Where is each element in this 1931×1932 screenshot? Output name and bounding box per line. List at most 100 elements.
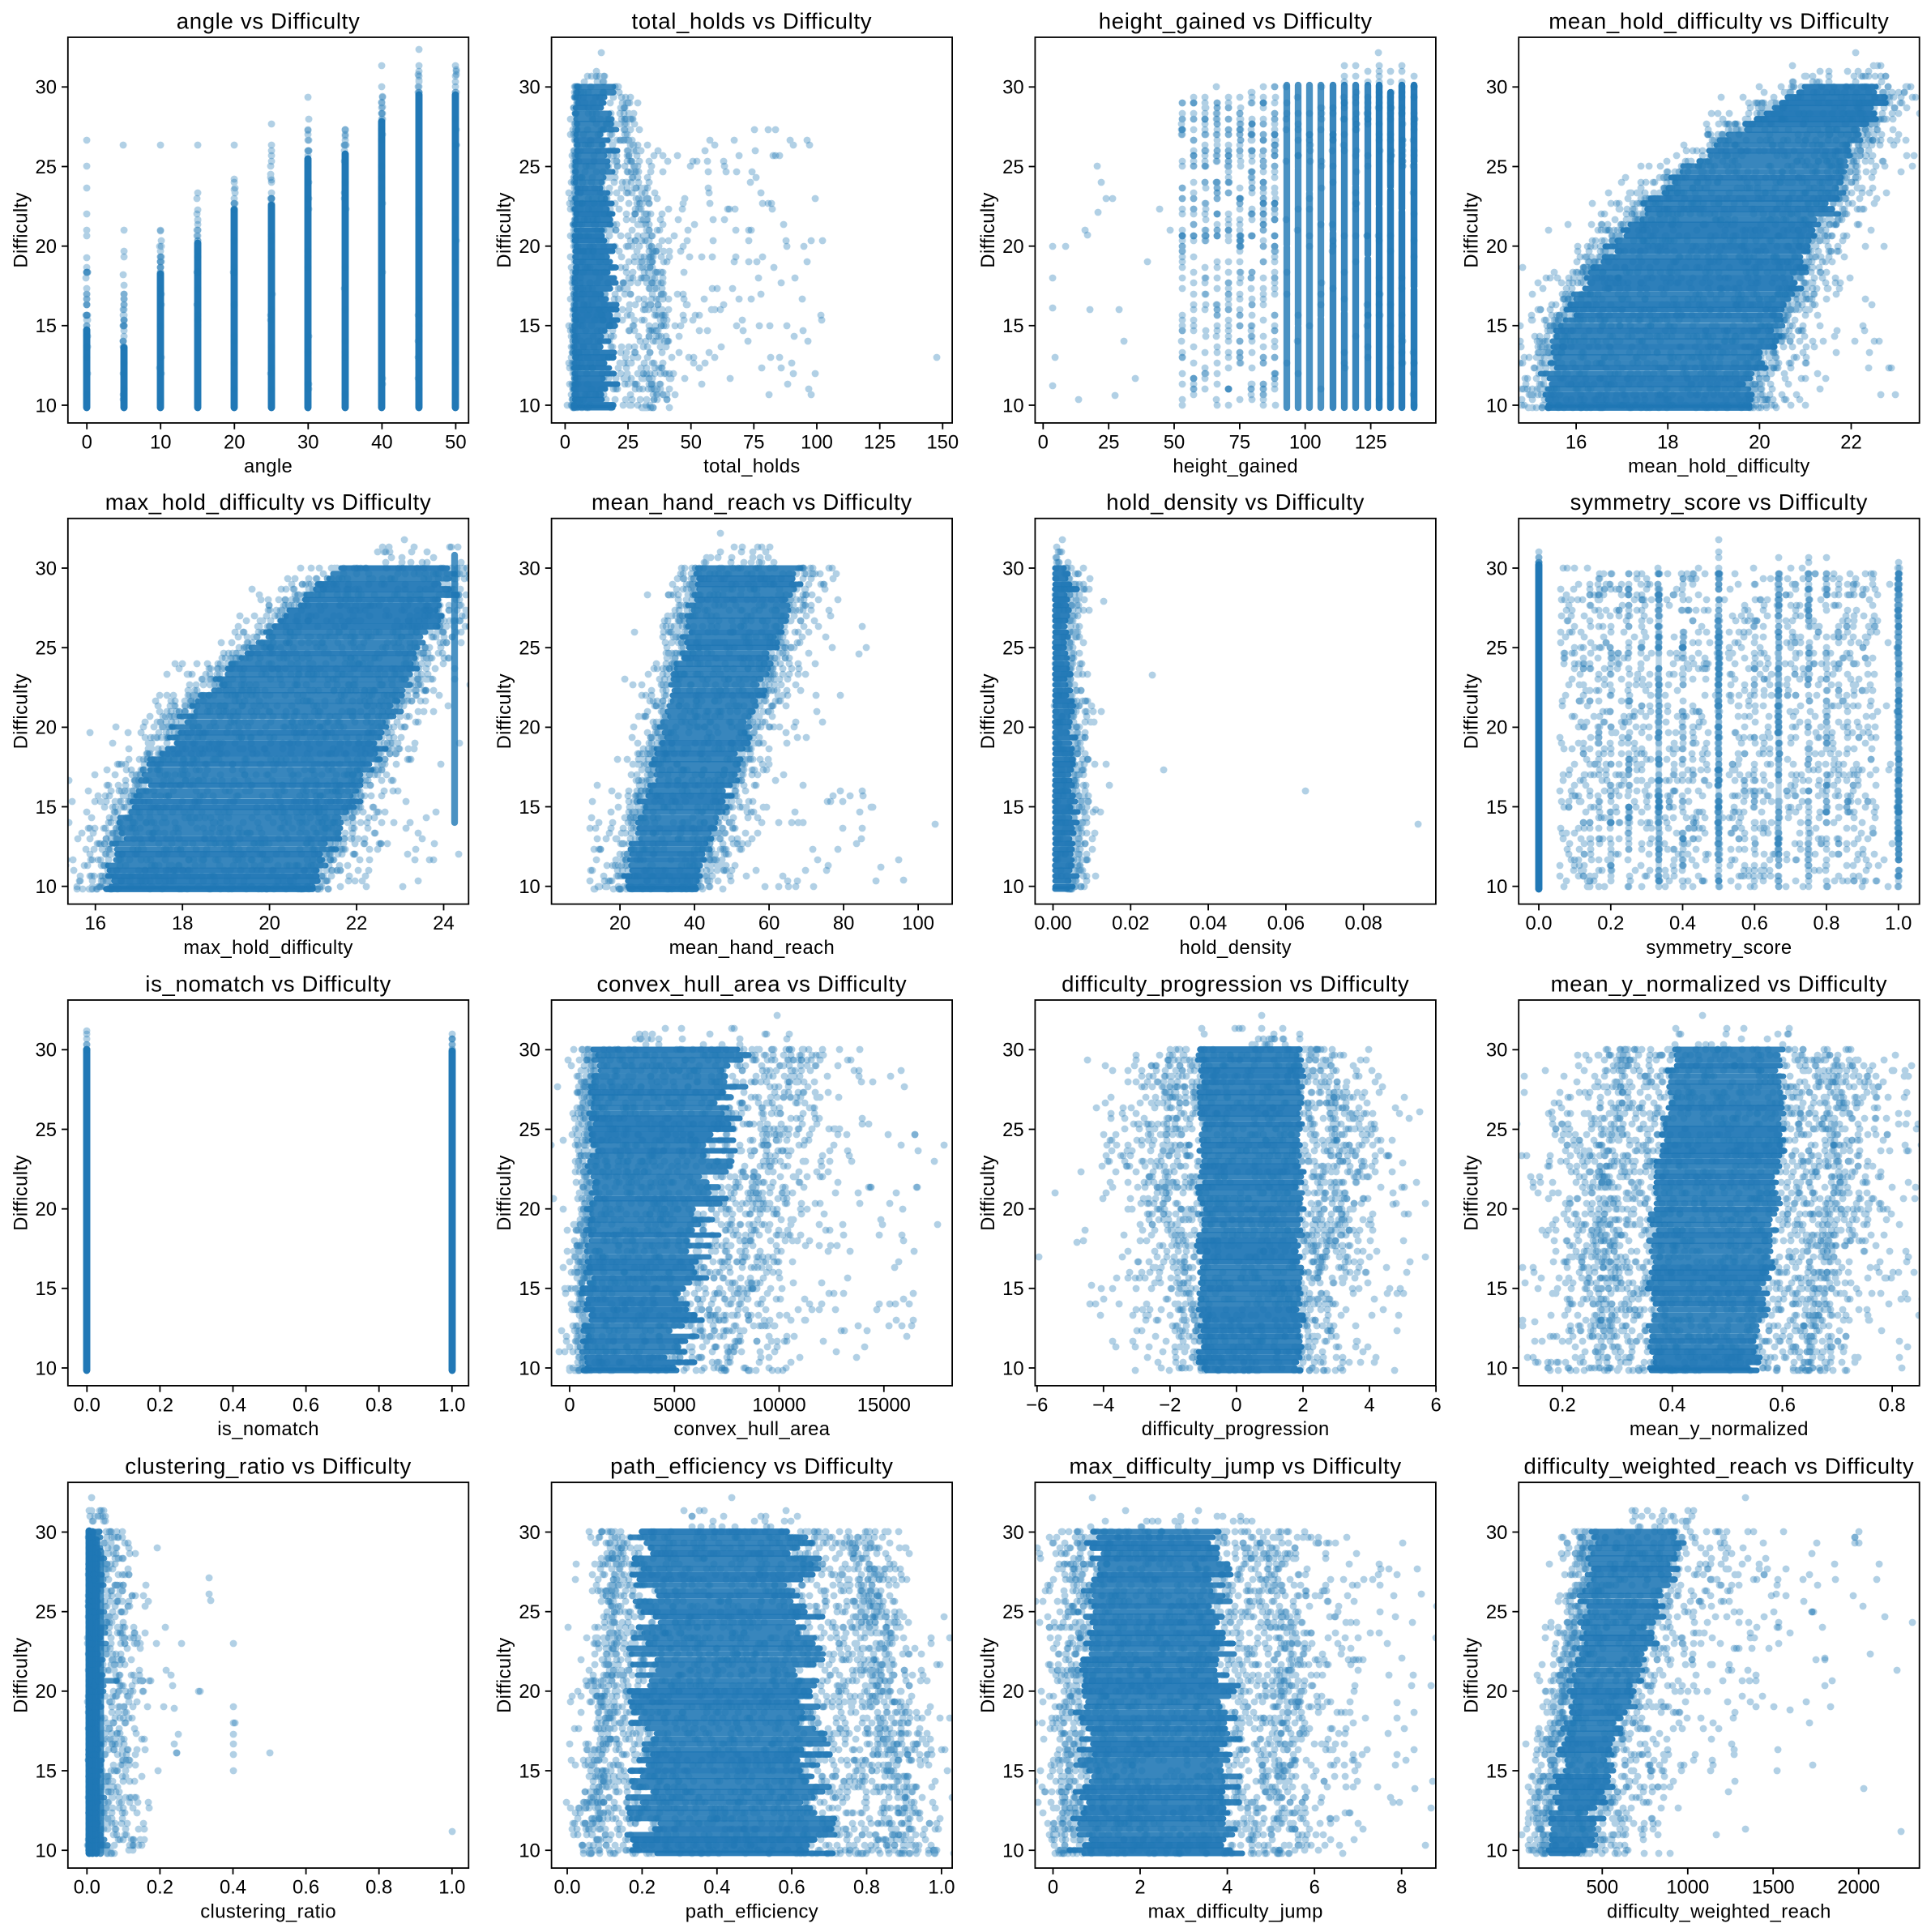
- svg-text:15: 15: [519, 797, 540, 819]
- svg-text:4: 4: [1222, 1877, 1233, 1899]
- svg-text:20: 20: [519, 717, 540, 739]
- svg-text:16: 16: [84, 913, 105, 934]
- svg-text:0.4: 0.4: [220, 1877, 246, 1899]
- svg-text:0.4: 0.4: [703, 1877, 730, 1899]
- svg-text:Difficulty: Difficulty: [493, 1155, 515, 1230]
- svg-text:Difficulty: Difficulty: [1461, 192, 1483, 267]
- svg-text:10: 10: [1486, 1357, 1507, 1379]
- svg-text:difficulty_weighted_reach: difficulty_weighted_reach: [1607, 1900, 1831, 1922]
- svg-text:Difficulty: Difficulty: [493, 1637, 515, 1712]
- svg-text:mean_hand_reach: mean_hand_reach: [669, 937, 835, 959]
- svg-text:0.2: 0.2: [629, 1877, 656, 1899]
- svg-text:18: 18: [1657, 431, 1678, 453]
- svg-text:Difficulty: Difficulty: [977, 192, 999, 267]
- svg-text:20: 20: [36, 1199, 57, 1220]
- svg-text:hold_density vs Difficulty: hold_density vs Difficulty: [1106, 489, 1365, 515]
- svg-text:−2: −2: [1159, 1394, 1181, 1416]
- svg-text:0: 0: [564, 1394, 575, 1416]
- svg-text:15: 15: [1002, 315, 1023, 337]
- svg-text:0: 0: [82, 431, 92, 453]
- svg-text:is_nomatch vs Difficulty: is_nomatch vs Difficulty: [145, 972, 391, 997]
- svg-text:2: 2: [1297, 1394, 1308, 1416]
- svg-text:40: 40: [371, 431, 392, 453]
- svg-text:10: 10: [1002, 1840, 1023, 1862]
- svg-text:max_difficulty_jump vs Difficu: max_difficulty_jump vs Difficulty: [1070, 1454, 1402, 1479]
- svg-text:Difficulty: Difficulty: [493, 673, 515, 749]
- svg-text:10: 10: [1002, 395, 1023, 417]
- svg-text:20: 20: [258, 913, 280, 934]
- svg-text:total_holds vs Difficulty: total_holds vs Difficulty: [632, 9, 873, 34]
- svg-text:symmetry_score vs Difficulty: symmetry_score vs Difficulty: [1570, 489, 1869, 515]
- svg-text:15: 15: [36, 1278, 57, 1300]
- svg-text:25: 25: [1486, 156, 1507, 178]
- svg-text:20: 20: [1486, 717, 1507, 739]
- svg-text:40: 40: [684, 913, 705, 934]
- svg-text:0.0: 0.0: [74, 1394, 100, 1416]
- svg-text:10: 10: [519, 1840, 540, 1862]
- svg-text:0.2: 0.2: [1597, 913, 1624, 934]
- svg-text:100: 100: [1289, 431, 1322, 453]
- svg-text:0.00: 0.00: [1034, 913, 1071, 934]
- svg-text:20: 20: [519, 1681, 540, 1703]
- svg-text:20: 20: [1002, 1199, 1023, 1220]
- svg-text:max_difficulty_jump: max_difficulty_jump: [1148, 1900, 1323, 1922]
- svg-text:symmetry_score: symmetry_score: [1646, 937, 1792, 959]
- svg-text:10: 10: [1486, 395, 1507, 417]
- svg-text:Difficulty: Difficulty: [977, 1155, 999, 1230]
- svg-text:15: 15: [36, 315, 57, 337]
- svg-text:25: 25: [36, 156, 57, 178]
- svg-text:10: 10: [1486, 1840, 1507, 1862]
- svg-text:0.2: 0.2: [147, 1877, 173, 1899]
- svg-text:0.08: 0.08: [1345, 913, 1382, 934]
- svg-text:1500: 1500: [1752, 1877, 1795, 1899]
- svg-text:path_efficiency vs Difficulty: path_efficiency vs Difficulty: [610, 1454, 893, 1479]
- svg-text:0.4: 0.4: [220, 1394, 246, 1416]
- svg-text:20: 20: [1486, 1199, 1507, 1220]
- svg-text:Difficulty: Difficulty: [10, 673, 32, 749]
- svg-text:30: 30: [297, 431, 318, 453]
- svg-text:0.4: 0.4: [1669, 913, 1696, 934]
- svg-text:30: 30: [36, 1040, 57, 1062]
- svg-text:4: 4: [1364, 1394, 1374, 1416]
- svg-text:path_efficiency: path_efficiency: [686, 1900, 818, 1922]
- svg-text:25: 25: [1002, 1601, 1023, 1623]
- svg-text:clustering_ratio: clustering_ratio: [200, 1900, 336, 1922]
- svg-text:−6: −6: [1026, 1394, 1048, 1416]
- svg-text:20: 20: [1486, 1681, 1507, 1703]
- svg-text:10: 10: [1002, 876, 1023, 898]
- svg-text:max_hold_difficulty vs Difficu: max_hold_difficulty vs Difficulty: [105, 489, 432, 515]
- svg-text:max_hold_difficulty: max_hold_difficulty: [183, 937, 353, 959]
- svg-text:angle vs Difficulty: angle vs Difficulty: [177, 9, 361, 34]
- svg-text:mean_hold_difficulty vs Diffic: mean_hold_difficulty vs Difficulty: [1549, 9, 1889, 34]
- svg-text:30: 30: [519, 1522, 540, 1544]
- svg-text:mean_hand_reach vs Difficulty: mean_hand_reach vs Difficulty: [592, 489, 912, 515]
- svg-text:0.8: 0.8: [365, 1394, 392, 1416]
- svg-text:0.02: 0.02: [1112, 913, 1149, 934]
- svg-text:Difficulty: Difficulty: [1461, 673, 1483, 749]
- svg-text:24: 24: [433, 913, 454, 934]
- svg-text:20: 20: [224, 431, 245, 453]
- svg-text:25: 25: [1002, 156, 1023, 178]
- svg-text:0.2: 0.2: [1549, 1394, 1576, 1416]
- svg-text:0: 0: [1048, 1877, 1058, 1899]
- svg-text:difficulty_weighted_reach vs D: difficulty_weighted_reach vs Difficulty: [1524, 1454, 1915, 1479]
- svg-text:30: 30: [1486, 77, 1507, 99]
- svg-text:2000: 2000: [1837, 1877, 1880, 1899]
- svg-text:0.6: 0.6: [1741, 913, 1768, 934]
- svg-text:20: 20: [36, 236, 57, 258]
- svg-text:25: 25: [1486, 638, 1507, 660]
- svg-text:15: 15: [519, 1278, 540, 1300]
- svg-text:1.0: 1.0: [928, 1877, 955, 1899]
- svg-text:Difficulty: Difficulty: [1461, 1155, 1483, 1230]
- svg-text:25: 25: [1486, 1119, 1507, 1141]
- svg-text:25: 25: [36, 1119, 57, 1141]
- svg-text:convex_hull_area: convex_hull_area: [673, 1418, 830, 1440]
- svg-text:18: 18: [172, 913, 193, 934]
- svg-text:15: 15: [519, 1760, 540, 1782]
- svg-text:30: 30: [1002, 1040, 1023, 1062]
- svg-text:1000: 1000: [1666, 1877, 1709, 1899]
- svg-text:10: 10: [519, 395, 540, 417]
- svg-text:2: 2: [1134, 1877, 1145, 1899]
- svg-text:10: 10: [36, 876, 57, 898]
- svg-text:mean_y_normalized vs Difficult: mean_y_normalized vs Difficulty: [1551, 972, 1888, 997]
